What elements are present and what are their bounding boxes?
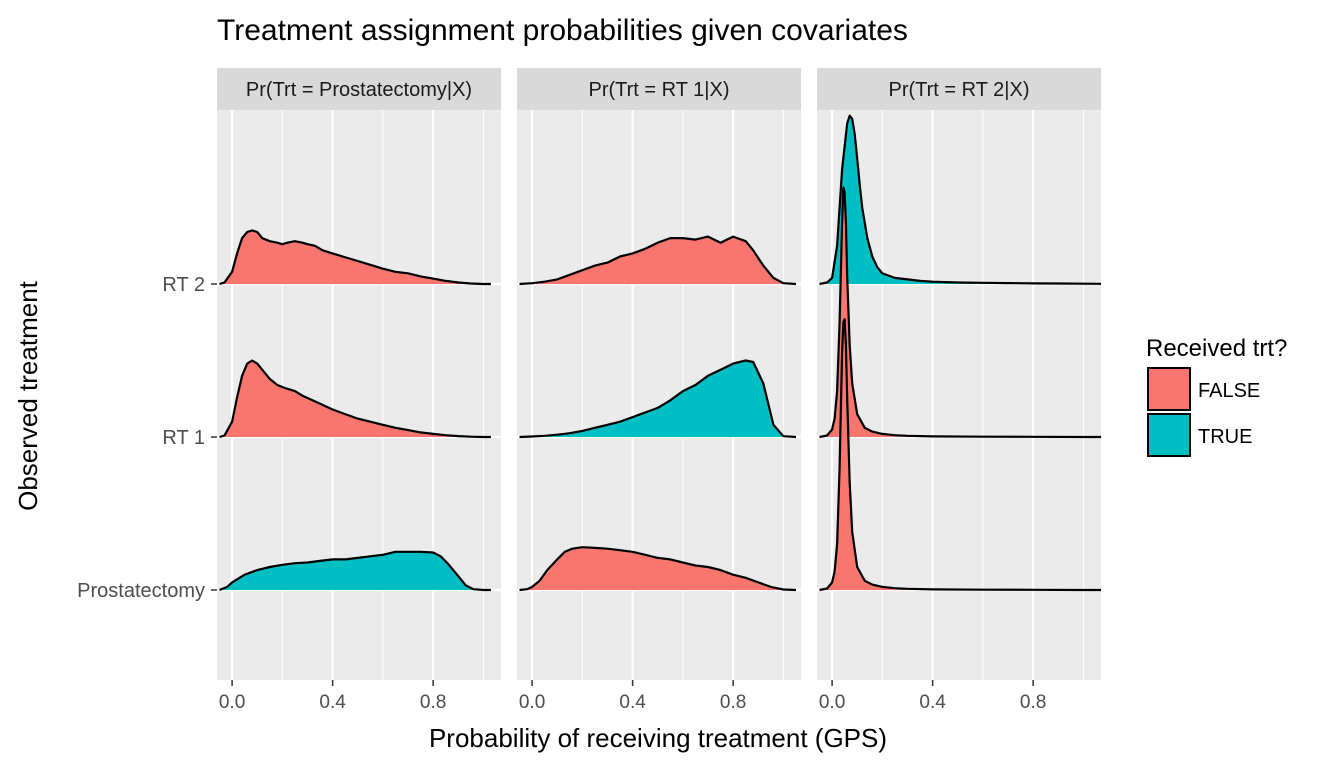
x-tick-label: 0.8 <box>420 692 446 713</box>
x-tick-label: 0.4 <box>919 692 946 713</box>
facet-strip-label: Pr(Trt = RT 2|X) <box>889 79 1030 101</box>
facet-strip <box>817 68 1101 110</box>
legend-label-true: TRUE <box>1198 426 1252 448</box>
ridge-outline-prostatectomy <box>219 550 491 592</box>
legend-title: Received trt? <box>1146 335 1287 362</box>
facet-panel-3: Pr(Trt = RT 2|X) 0.0 0.4 0.8 <box>817 68 1102 713</box>
x-tick-label: 0.0 <box>819 692 845 713</box>
y-tick-label: Prostatectomy <box>77 580 205 602</box>
x-tick-label: 0.0 <box>219 692 245 713</box>
x-tick-label: 0.0 <box>519 692 545 713</box>
x-axis-label: Probability of receiving treatment (GPS) <box>429 723 887 753</box>
ridge-outline-rt-2 <box>519 235 797 286</box>
ridge-area-prostatectomy <box>519 547 796 590</box>
ridge-outline-rt-1 <box>519 359 797 439</box>
legend: Received trt? FALSE TRUE <box>1146 335 1287 457</box>
facet-panel-1: Pr(Trt = Prostatectomy|X) 0.0 0.4 0.8 <box>217 68 501 713</box>
ridge-outline-rt-1 <box>219 359 491 439</box>
facet-panels: Pr(Trt = Prostatectomy|X)0.0 0.4 0.8Pr(Trt… <box>77 68 1102 713</box>
ridge-outline-prostatectomy <box>819 318 1101 592</box>
ridge-outline-prostatectomy <box>519 546 797 592</box>
facet-strip <box>517 68 801 110</box>
ridge-area-prostatectomy <box>819 319 1101 590</box>
chart-title: Treatment assignment probabilities given… <box>217 14 908 47</box>
legend-swatch-false <box>1147 367 1191 411</box>
facet-strip <box>217 68 501 110</box>
y-axis-label: Observed treatment <box>13 280 43 511</box>
ridge-outline-rt-2 <box>219 229 491 286</box>
y-tick-label: RT 2 <box>162 274 205 296</box>
facet-strip-label: Pr(Trt = Prostatectomy|X) <box>246 79 472 101</box>
ridge-area-prostatectomy <box>219 551 491 590</box>
y-axis: Prostatectomy RT 1 RT 2 <box>77 274 217 602</box>
facet-strip-label: Pr(Trt = RT 1|X) <box>589 79 730 101</box>
x-tick-label: 0.8 <box>720 692 746 713</box>
y-tick-label: RT 1 <box>162 427 205 449</box>
facet-panel-2: Pr(Trt = RT 1|X) 0.0 0.4 0.8 <box>517 68 801 713</box>
x-tick-label: 0.4 <box>319 692 346 713</box>
legend-swatch-true <box>1147 413 1191 457</box>
legend-label-false: FALSE <box>1198 380 1260 402</box>
ridge-area-rt-1 <box>219 360 491 437</box>
ridge-outline-rt-1 <box>819 186 1101 439</box>
x-tick-label: 0.8 <box>1020 692 1046 713</box>
ridge-outline-rt-2 <box>819 114 1102 286</box>
ridge-area-rt-1 <box>519 360 796 437</box>
x-tick-label: 0.4 <box>619 692 646 713</box>
ridge-area-rt-2 <box>519 236 796 284</box>
